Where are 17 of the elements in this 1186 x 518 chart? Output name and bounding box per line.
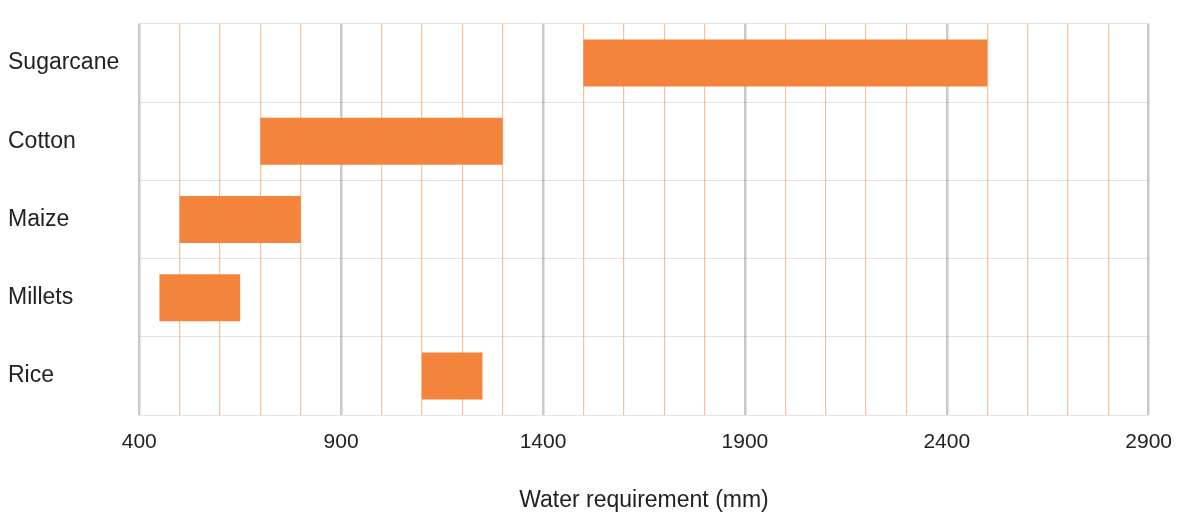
bar bbox=[583, 39, 988, 87]
y-tick-label: Maize bbox=[8, 204, 70, 231]
bar bbox=[421, 352, 483, 400]
bar bbox=[260, 117, 503, 165]
x-tick-label: 1900 bbox=[721, 428, 769, 452]
bar bbox=[159, 274, 241, 322]
x-tick-label: 2900 bbox=[1125, 428, 1172, 452]
x-tick-label: 900 bbox=[323, 428, 359, 452]
x-axis-title: Water requirement (mm) bbox=[519, 485, 769, 512]
y-tick-label: Sugarcane bbox=[8, 48, 120, 75]
x-tick-label: 2400 bbox=[923, 428, 971, 452]
bar bbox=[179, 196, 301, 243]
y-tick-label: Rice bbox=[8, 361, 55, 388]
x-tick-label: 1400 bbox=[519, 428, 567, 452]
x-tick-label: 400 bbox=[121, 428, 157, 452]
y-tick-label: Cotton bbox=[8, 126, 76, 153]
y-tick-label: Millets bbox=[8, 283, 74, 310]
